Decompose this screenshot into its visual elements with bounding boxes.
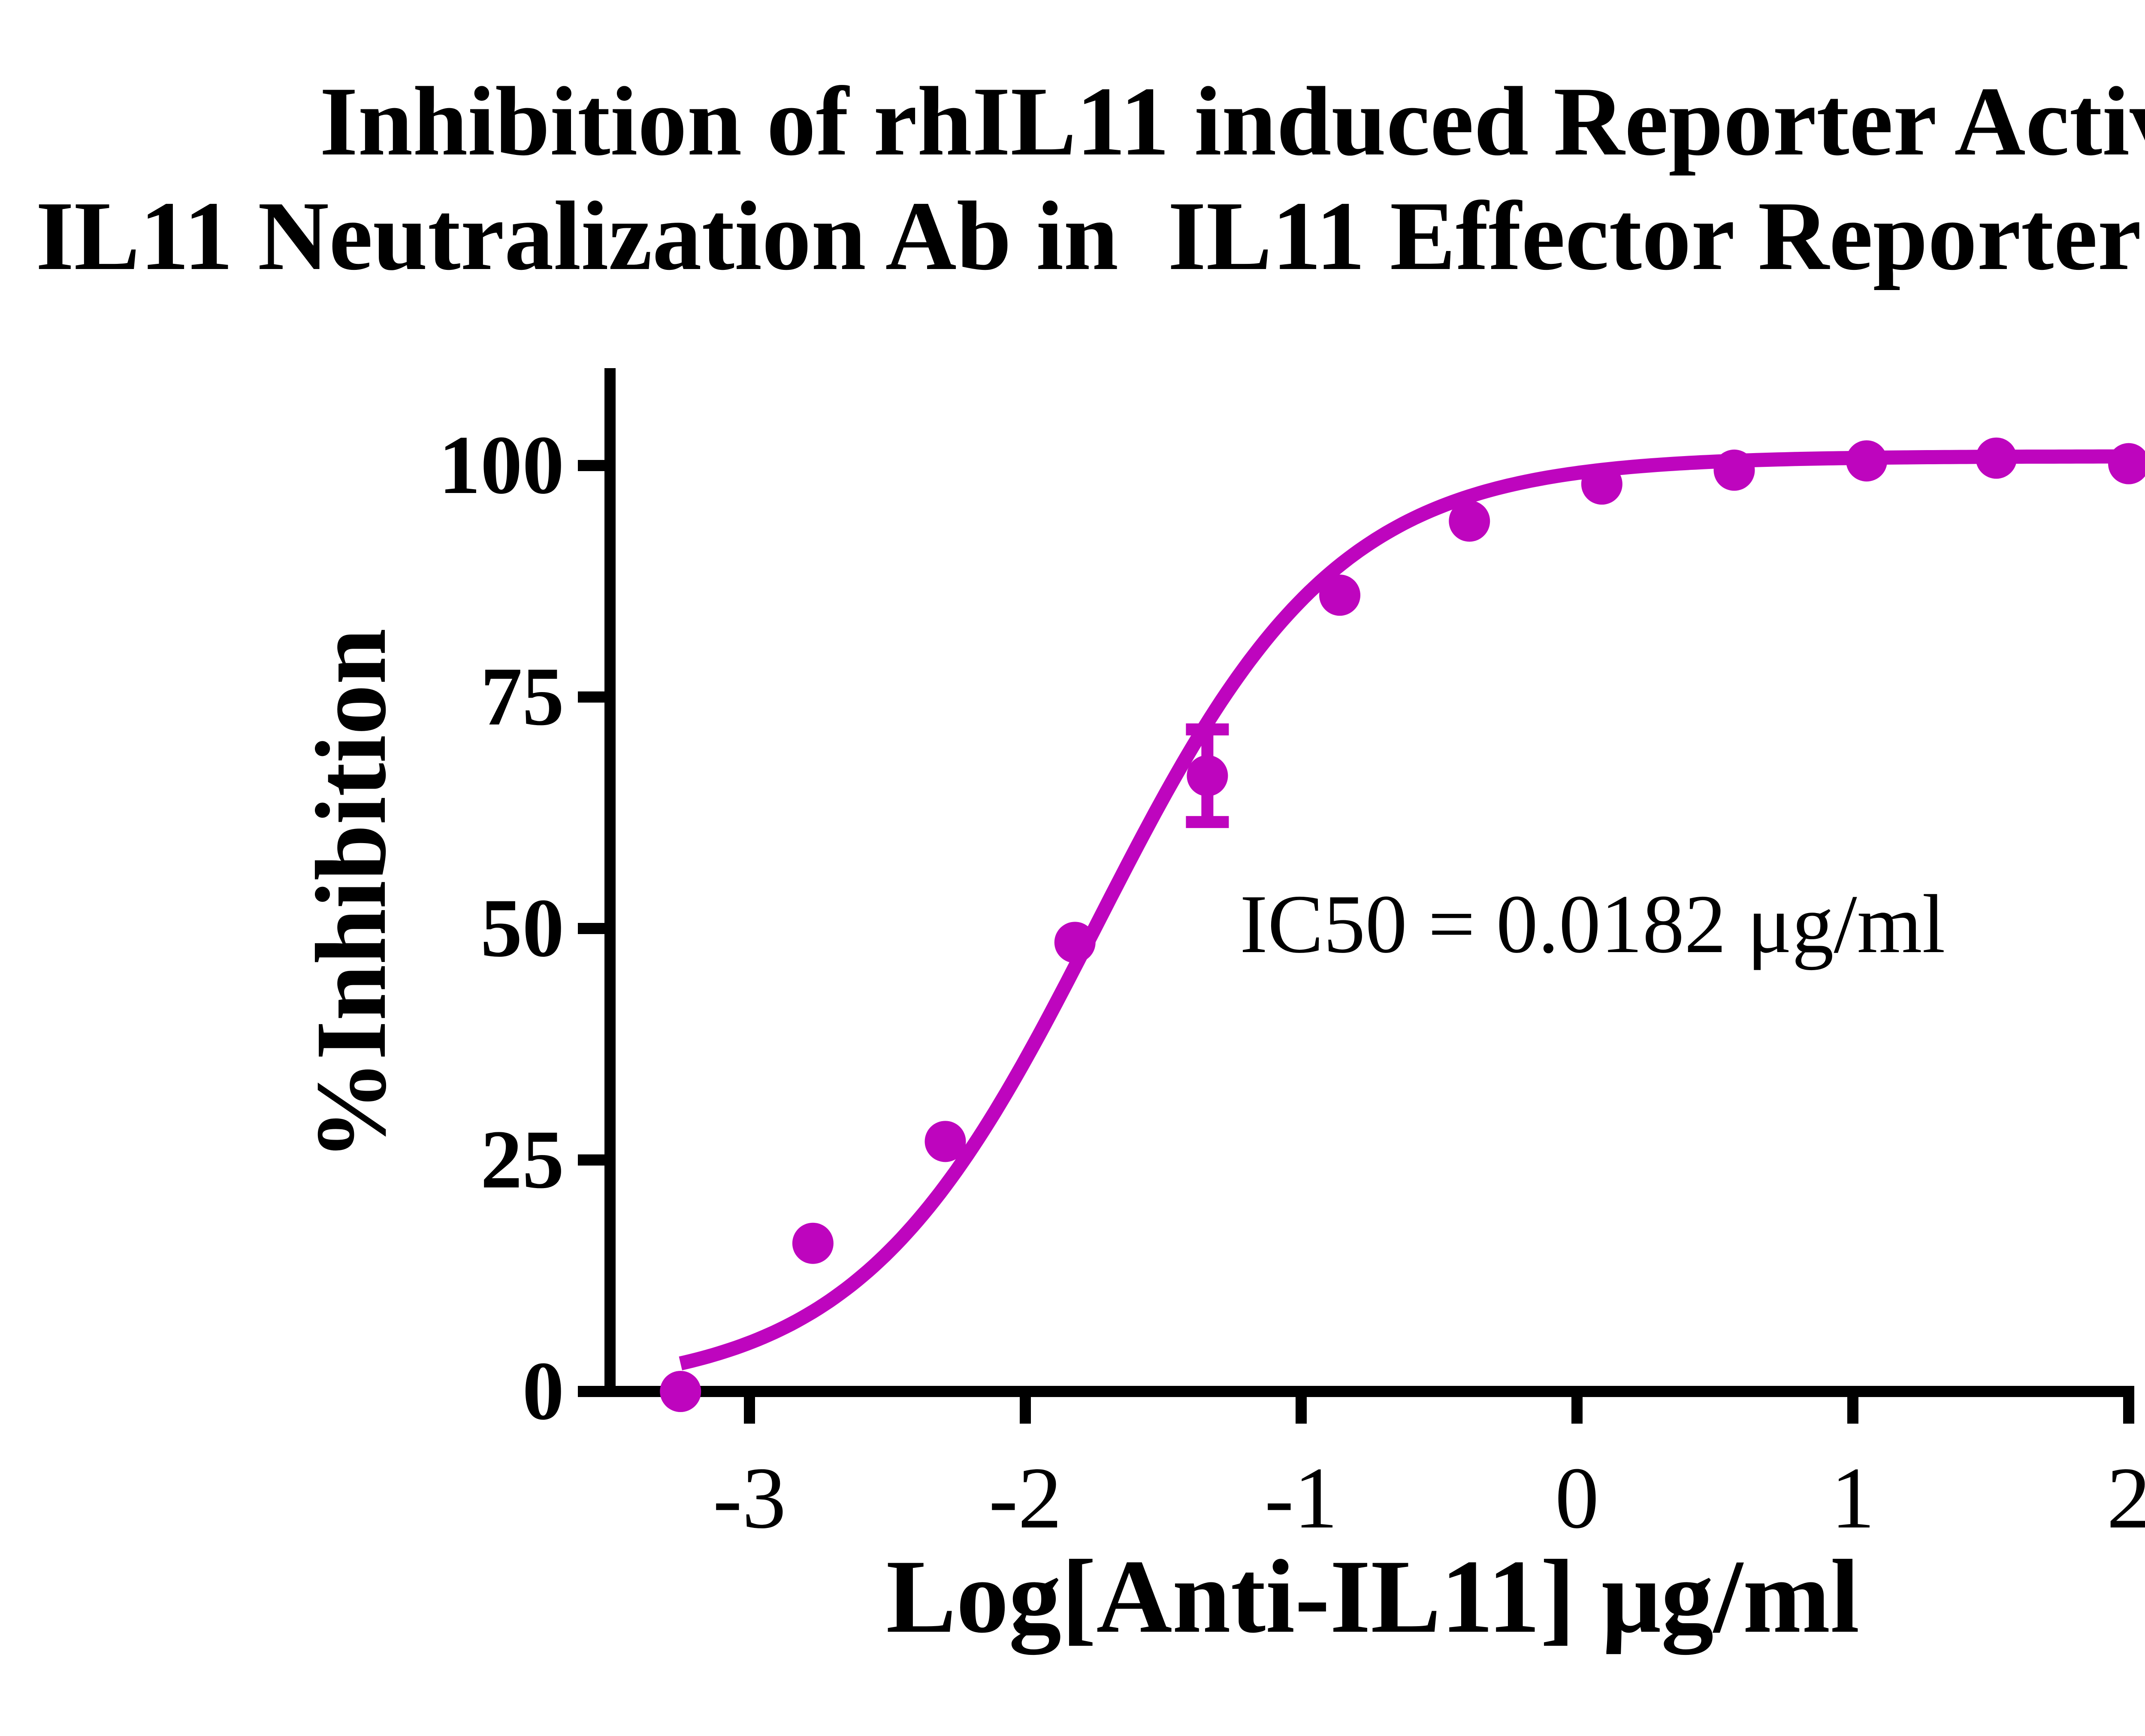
fit-curve (679, 449, 2128, 1370)
data-point (1054, 922, 1096, 963)
y-tick-label: 75 (480, 650, 564, 743)
x-tick-label: 2 (2107, 1449, 2145, 1547)
y-tick-label: 0 (523, 1345, 565, 1437)
data-point (1846, 440, 1888, 482)
data-point (792, 1222, 834, 1264)
chart-title: Inhibition of rhIL11 induced Reporter Ac… (0, 64, 2145, 293)
data-point (1319, 575, 1361, 616)
x-axis-title: Log[Anti-IL11] μg/ml (886, 1538, 1860, 1654)
data-point (924, 1121, 966, 1162)
ic50-annotation: IC50 = 0.0182 μg/ml (1240, 878, 1946, 971)
x-tick-label: -2 (989, 1449, 1062, 1547)
x-tick-label: -1 (1265, 1449, 1338, 1547)
chart-title-line1: Inhibition of rhIL11 induced Reporter Ac… (319, 67, 2145, 176)
data-point (1976, 437, 2017, 479)
data-point (1713, 449, 1755, 491)
data-point (2108, 443, 2145, 484)
x-tick-label: 0 (1555, 1449, 1599, 1547)
y-tick-label: 25 (480, 1113, 564, 1206)
x-tick-label: -3 (713, 1449, 786, 1547)
data-point (1581, 463, 1622, 505)
y-tick-label: 50 (480, 882, 564, 974)
data-point (1449, 500, 1490, 542)
x-tick-label: 1 (1831, 1449, 1875, 1547)
chart-title-line2: IL11 Neutralization Ab in IL11 Effector … (36, 181, 2140, 290)
data-point (660, 1371, 701, 1412)
data-point (1187, 755, 1228, 796)
y-tick-label: 100 (439, 419, 565, 511)
